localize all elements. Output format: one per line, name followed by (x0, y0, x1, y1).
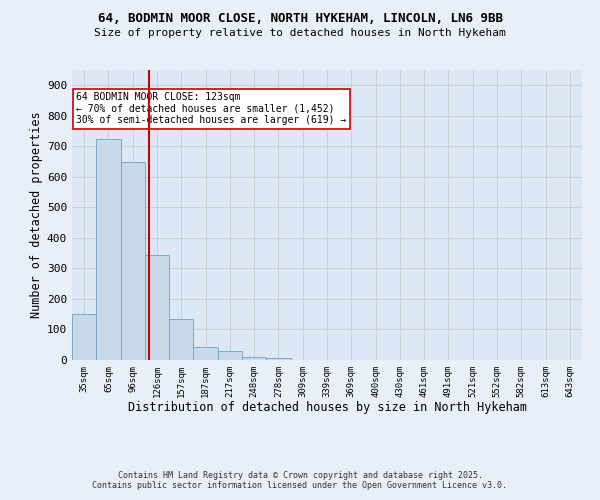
Bar (193, 347, 218, 360)
Text: Size of property relative to detached houses in North Hykeham: Size of property relative to detached ho… (94, 28, 506, 38)
Bar (266, 358, 290, 360)
Bar (96, 138, 121, 360)
Y-axis label: Number of detached properties: Number of detached properties (30, 112, 43, 318)
Bar (121, 162, 145, 360)
X-axis label: Distribution of detached houses by size in North Hykeham: Distribution of detached houses by size … (128, 402, 527, 414)
Bar (242, 356, 266, 360)
Text: Contains HM Land Registry data © Crown copyright and database right 2025.
Contai: Contains HM Land Registry data © Crown c… (92, 470, 508, 490)
Text: 64 BODMIN MOOR CLOSE: 123sqm
← 70% of detached houses are smaller (1,452)
30% of: 64 BODMIN MOOR CLOSE: 123sqm ← 70% of de… (76, 92, 346, 126)
Bar (72, 314, 96, 360)
Text: 64, BODMIN MOOR CLOSE, NORTH HYKEHAM, LINCOLN, LN6 9BB: 64, BODMIN MOOR CLOSE, NORTH HYKEHAM, LI… (97, 12, 503, 26)
Bar (145, 254, 169, 360)
Bar (169, 320, 193, 360)
Bar (218, 351, 242, 360)
